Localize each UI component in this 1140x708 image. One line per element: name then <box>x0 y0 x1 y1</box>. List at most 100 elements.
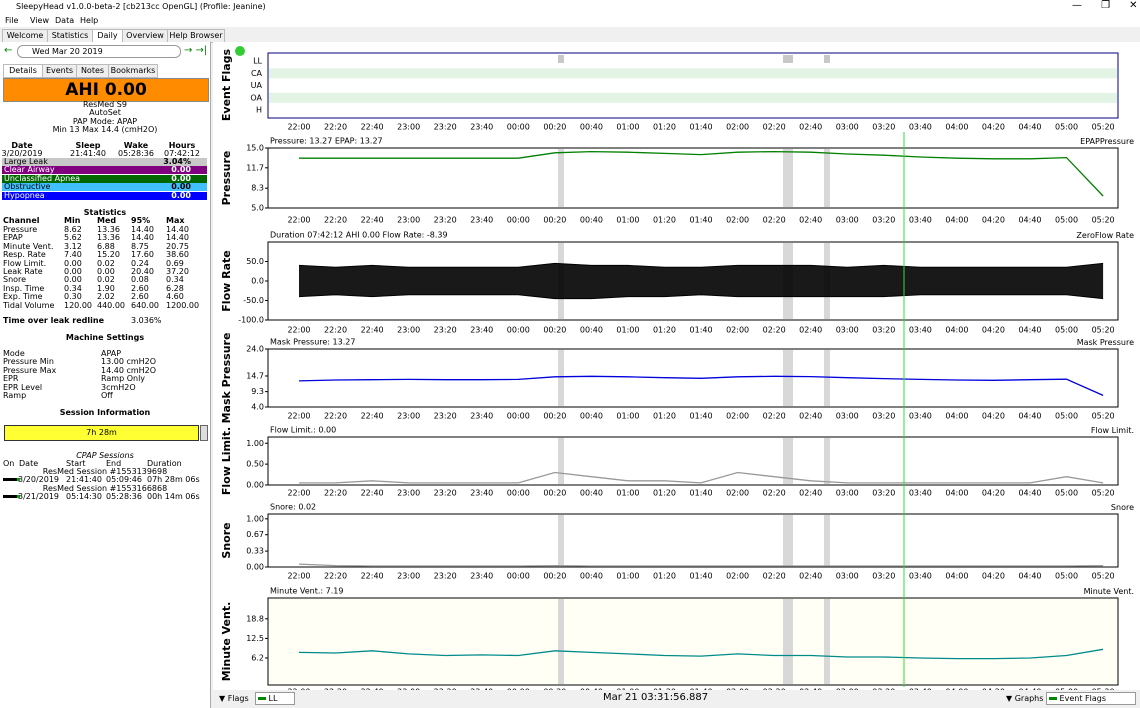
series-line <box>299 150 1104 197</box>
graph-legend: Flow Limit. <box>1091 426 1134 435</box>
prev-day[interactable]: ← <box>4 45 13 56</box>
x-tick-label: 02:20 <box>763 123 786 132</box>
x-tick-label: 04:00 <box>945 216 968 225</box>
session-date: 3/21/2019 <box>18 492 60 501</box>
session-end: 05:09:46 <box>106 475 142 484</box>
next-day[interactable]: → →| <box>184 45 208 56</box>
stat-cell: Exp. Time <box>3 292 43 302</box>
y-tick-label: 8.3 <box>251 184 264 193</box>
session-bar-end <box>200 425 208 441</box>
x-tick-label: 00:00 <box>507 688 530 691</box>
session-date: 3/20/2019 <box>18 475 60 484</box>
stat-cell: 7.40 <box>64 250 82 260</box>
menu-item[interactable]: Help <box>80 16 99 25</box>
event-shade <box>558 149 564 207</box>
setting-cell: APAP <box>101 349 122 358</box>
x-tick-label: 03:40 <box>909 326 932 335</box>
session-start: 21:41:40 <box>66 475 102 484</box>
stat-cell: 0.00 <box>64 275 82 285</box>
graph-title: Mask Pressure <box>220 333 233 424</box>
event-shade <box>783 599 793 684</box>
stat-cell: 0.02 <box>97 275 115 285</box>
flag-row-label: OA <box>250 93 262 102</box>
detail-tab[interactable]: Bookmarks <box>108 64 158 78</box>
session-name: ResMed Session #1553166868 <box>42 484 168 493</box>
x-tick-label: 02:00 <box>726 216 749 225</box>
x-tick-label: 04:20 <box>982 216 1005 225</box>
x-tick-label: 23:40 <box>470 216 493 225</box>
tab[interactable]: Overview <box>122 29 168 43</box>
x-tick-label: 04:00 <box>945 688 968 691</box>
x-tick-label: 02:20 <box>763 688 786 691</box>
x-tick-label: 02:20 <box>763 489 786 498</box>
legend-entry: EPAP <box>1080 137 1100 146</box>
stat-cell: 14.40 <box>166 233 189 243</box>
x-tick-label: 23:20 <box>434 572 457 581</box>
session-check[interactable] <box>3 478 20 481</box>
stat-cell: Resp. Rate <box>3 250 46 260</box>
tab[interactable]: Statistics <box>47 29 93 43</box>
menu-item[interactable]: Data <box>55 16 75 25</box>
graph-combo[interactable]: Event Flags <box>1046 692 1136 705</box>
detail-tab[interactable]: Details <box>3 64 43 78</box>
x-tick-label: 04:20 <box>982 412 1005 421</box>
cpap-title: CPAP Sessions <box>76 451 134 460</box>
x-tick-label: 23:40 <box>470 326 493 335</box>
x-tick-label: 22:40 <box>361 572 384 581</box>
y-tick-label: 0.00 <box>246 563 264 572</box>
stat-cell: 14.40 <box>131 225 154 234</box>
x-tick-label: 04:20 <box>982 489 1005 498</box>
flag-combo[interactable]: LL <box>255 692 295 705</box>
x-tick-label: 01:40 <box>690 326 713 335</box>
cursor-time: Mar 21 03:31:56.887 <box>603 692 709 703</box>
detail-tab[interactable]: Notes <box>76 64 109 78</box>
x-tick-label: 00:20 <box>543 572 566 581</box>
x-tick-label: 00:20 <box>543 688 566 691</box>
machine-info: PAP Mode: APAP <box>72 116 138 126</box>
x-tick-label: 00:00 <box>507 216 530 225</box>
x-tick-label: 23:00 <box>397 412 420 421</box>
stat-cell: 14.40 <box>166 225 189 234</box>
x-tick-label: 01:20 <box>653 688 676 691</box>
x-tick-label: 03:20 <box>872 326 895 335</box>
graphs-toggle[interactable]: ▼ Graphs <box>1006 694 1044 703</box>
stat-cell: 37.20 <box>166 267 189 276</box>
x-tick-label: 05:00 <box>1055 688 1078 691</box>
bottom-bar: ▼ Flags LL Mar 21 03:31:56.887 ▼ Graphs … <box>213 690 1140 708</box>
x-tick-label: 05:20 <box>1092 489 1115 498</box>
menu-item[interactable]: View <box>30 16 49 25</box>
flag-row-label: UA <box>251 81 263 90</box>
x-tick-label: 23:20 <box>434 326 457 335</box>
session-bar[interactable]: 7h 28m <box>4 425 199 441</box>
tab[interactable]: Help Browser <box>167 29 225 43</box>
graph-title: Minute Vent. <box>220 602 233 682</box>
graph-frame <box>267 436 1119 486</box>
tab[interactable]: Daily <box>92 29 123 43</box>
stat-cell: Pressure <box>3 225 38 234</box>
x-tick-label: 22:00 <box>287 572 310 581</box>
menu-item[interactable]: File <box>5 16 19 25</box>
session-check[interactable] <box>3 495 20 498</box>
x-tick-label: 22:00 <box>287 123 310 132</box>
setting-cell: EPR <box>3 374 19 384</box>
index-name: Hypopnea <box>4 190 45 200</box>
x-tick-label: 01:00 <box>616 489 639 498</box>
x-tick-label: 02:40 <box>799 412 822 421</box>
window-controls[interactable]: — ❐ ✕ <box>1072 0 1138 11</box>
leak-label: Time over leak redline <box>3 316 104 325</box>
flags-toggle[interactable]: ▼ Flags <box>219 694 249 703</box>
index-row: Hypopnea 0.00 <box>2 190 207 200</box>
date-text: Wed Mar 20 2019 <box>32 47 103 56</box>
date-picker[interactable]: Wed Mar 20 2019 <box>17 45 181 58</box>
detail-tab[interactable]: Events <box>42 64 77 78</box>
x-tick-label: 02:40 <box>799 572 822 581</box>
x-tick-label: 03:00 <box>836 688 859 691</box>
x-tick-label: 04:20 <box>982 123 1005 132</box>
x-tick-label: 01:40 <box>690 123 713 132</box>
tab[interactable]: Welcome <box>2 29 48 43</box>
x-tick-label: 02:00 <box>726 412 749 421</box>
x-tick-label: 22:20 <box>324 688 347 691</box>
stat-cell: 17.60 <box>131 250 154 260</box>
x-tick-label: 01:20 <box>653 216 676 225</box>
